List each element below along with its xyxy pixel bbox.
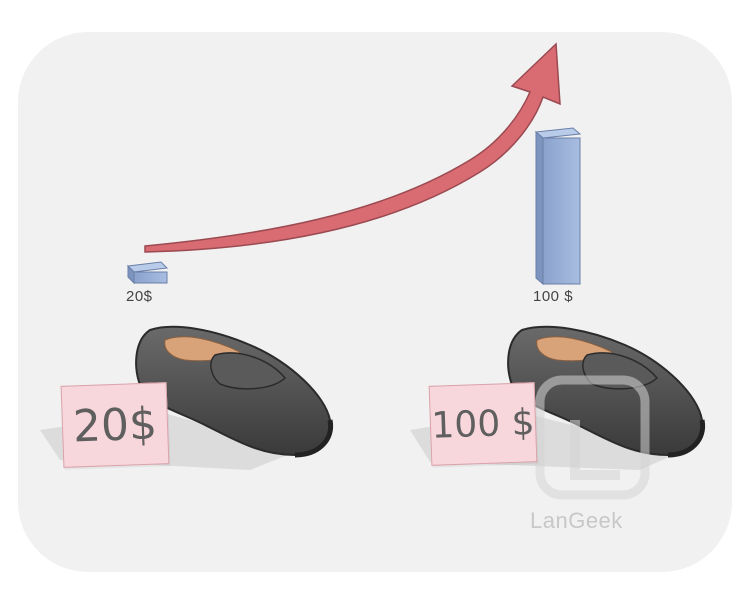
bar-label-high: 100 $ <box>533 288 574 305</box>
bar-label-low: 20$ <box>126 288 153 305</box>
bar-high <box>534 127 582 286</box>
watermark-text: LanGeek <box>530 508 623 533</box>
rising-arrow <box>144 42 561 253</box>
watermark-logo <box>535 375 650 500</box>
price-tag-high: 100 $ <box>428 382 538 466</box>
bar-low <box>126 261 169 285</box>
shoe-left <box>135 325 334 458</box>
price-tag-low: 20$ <box>60 382 170 468</box>
